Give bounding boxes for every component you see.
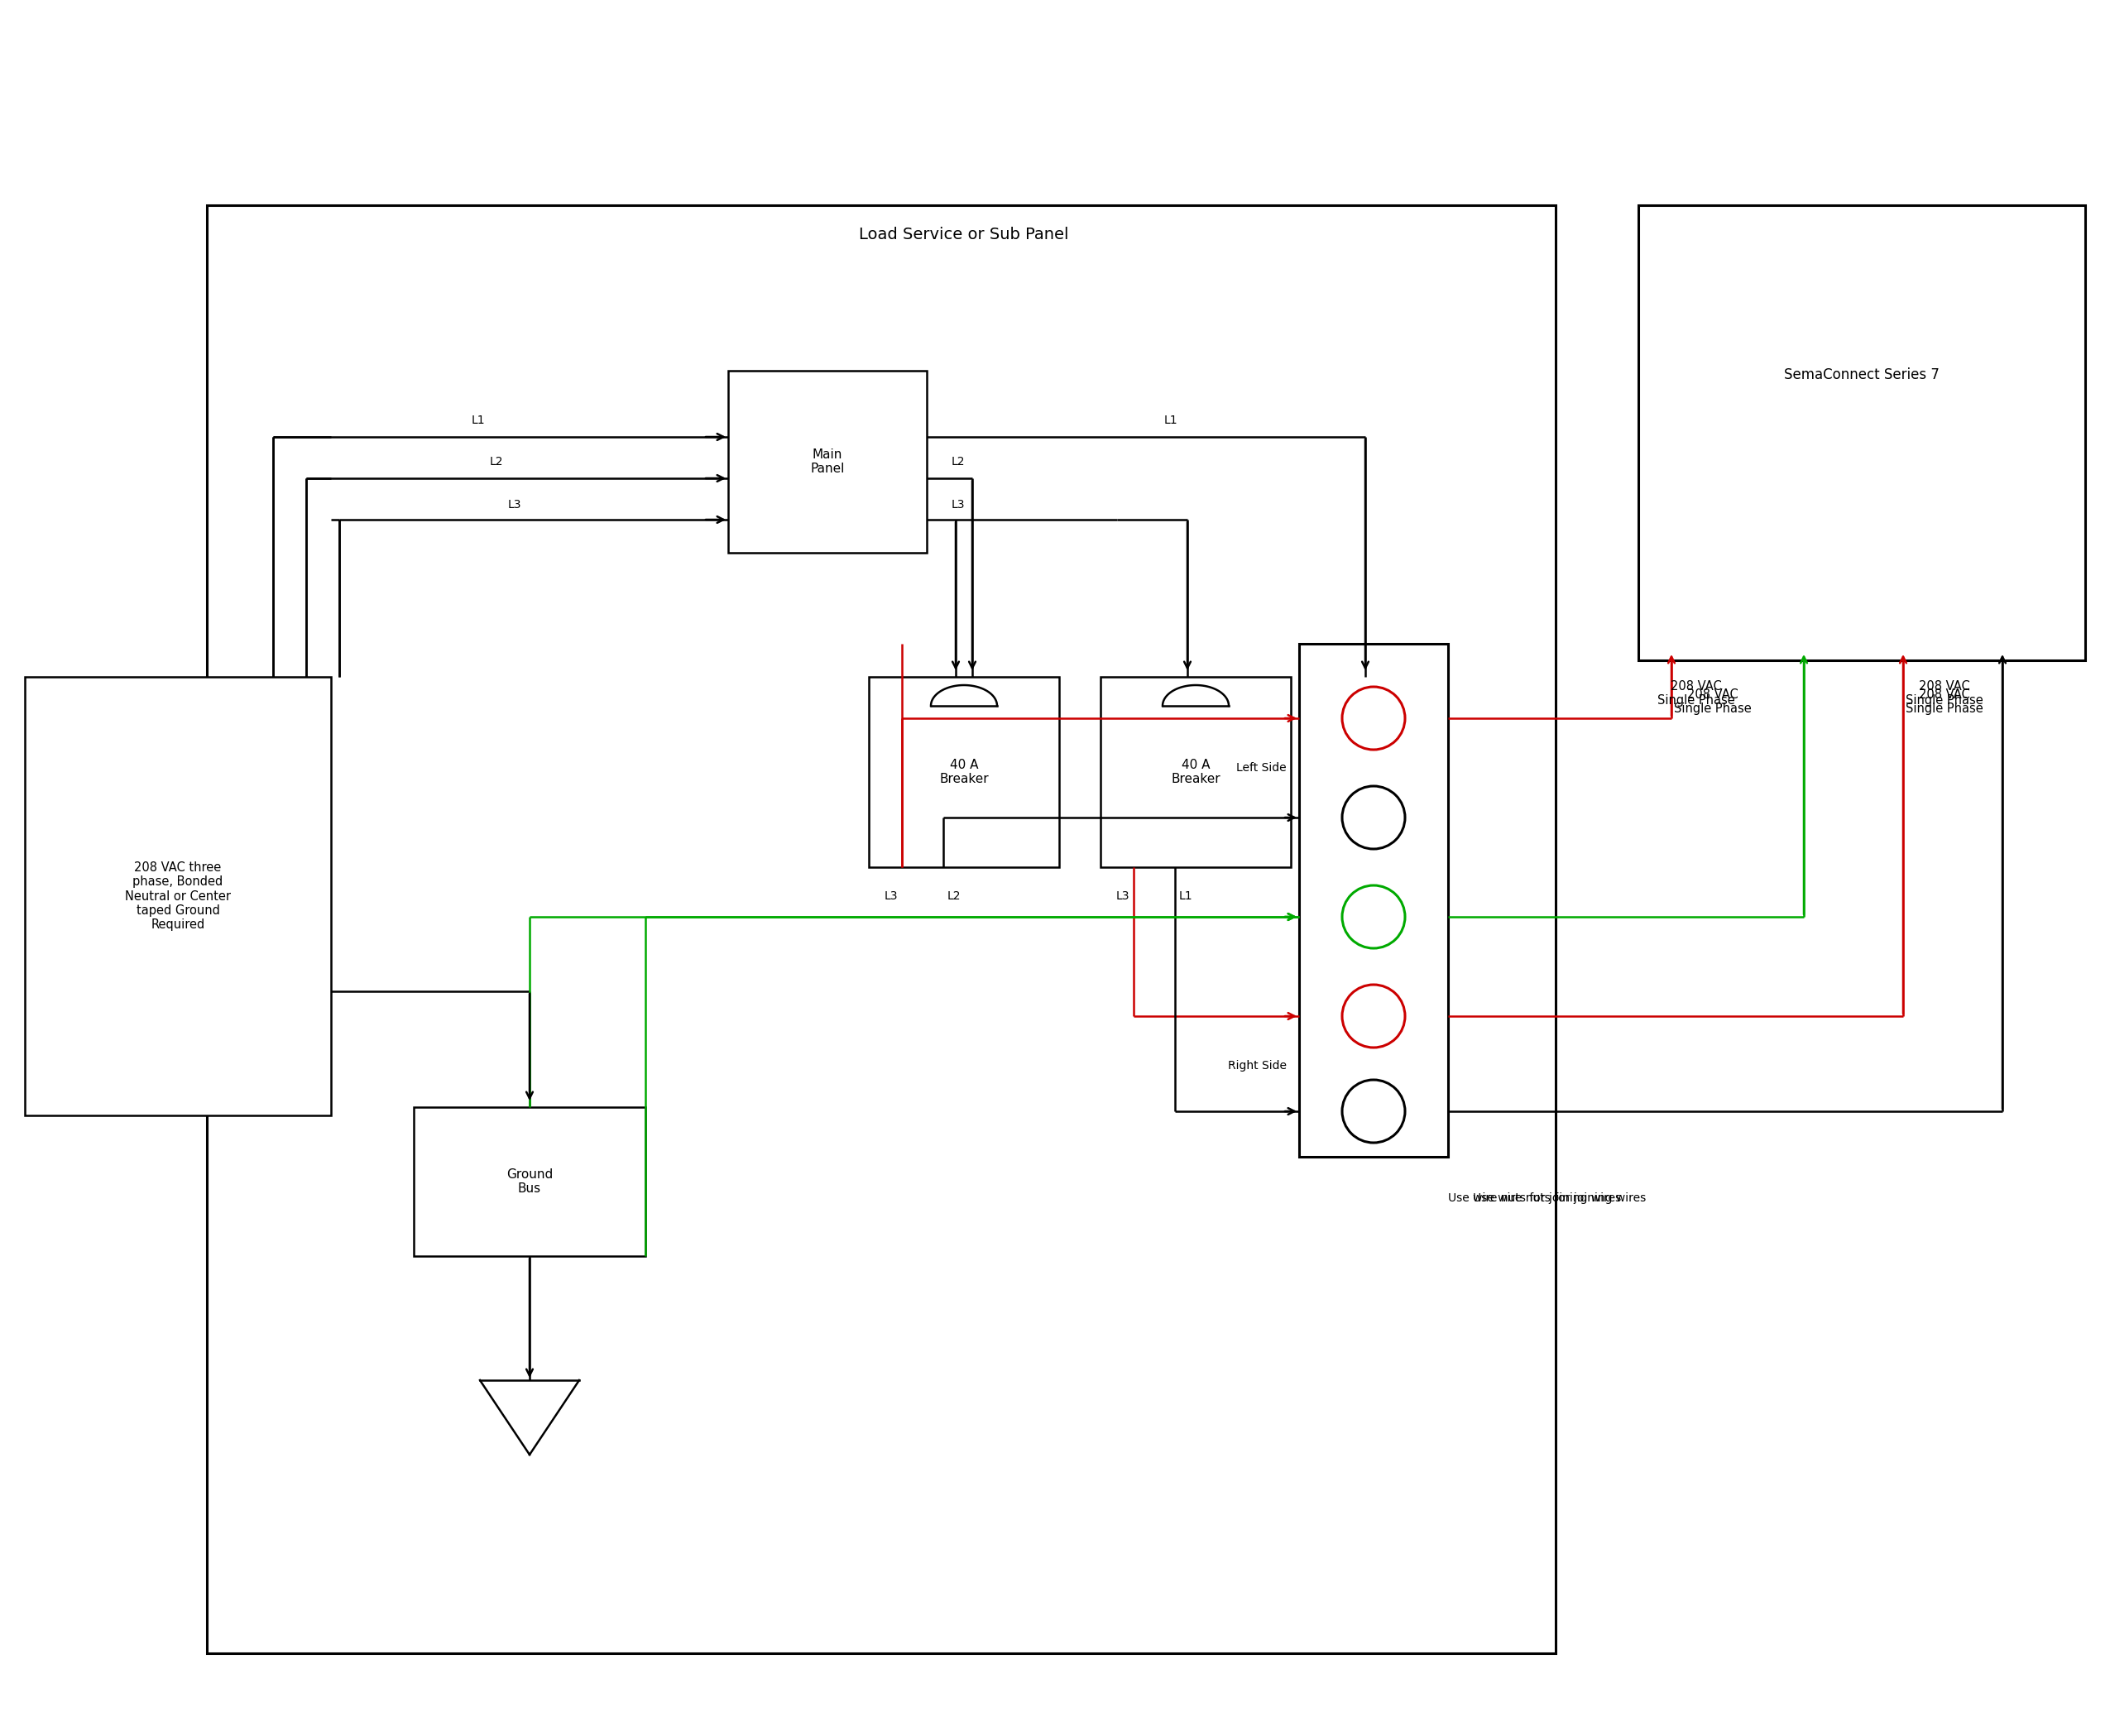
Bar <box>414 1108 646 1257</box>
Text: L2: L2 <box>947 891 960 903</box>
Bar <box>1300 644 1447 1156</box>
Circle shape <box>1342 885 1405 948</box>
Text: 208 VAC
Single Phase: 208 VAC Single Phase <box>1905 681 1983 707</box>
Text: Right Side: Right Side <box>1228 1061 1287 1071</box>
Text: Use wire nuts for joining wires: Use wire nuts for joining wires <box>1473 1193 1646 1205</box>
Bar <box>869 677 1059 868</box>
Text: Ground
Bus: Ground Bus <box>506 1168 553 1194</box>
Text: L3: L3 <box>1116 891 1129 903</box>
Circle shape <box>1342 984 1405 1047</box>
Text: L2: L2 <box>490 457 502 467</box>
Text: 40 A
Breaker: 40 A Breaker <box>1171 759 1220 785</box>
Bar <box>207 205 1555 1653</box>
Text: L1: L1 <box>1179 891 1192 903</box>
Text: SemaConnect Series 7: SemaConnect Series 7 <box>1785 368 1939 382</box>
Text: L3: L3 <box>506 498 521 510</box>
Bar <box>25 677 331 1116</box>
Bar <box>1637 205 2085 660</box>
Text: 40 A
Breaker: 40 A Breaker <box>939 759 990 785</box>
Circle shape <box>1342 687 1405 750</box>
Bar <box>728 372 926 552</box>
Text: 208 VAC three
phase, Bonded
Neutral or Center
taped Ground
Required: 208 VAC three phase, Bonded Neutral or C… <box>124 861 230 930</box>
Text: 208 VAC
Single Phase: 208 VAC Single Phase <box>1658 681 1734 707</box>
Circle shape <box>1342 786 1405 849</box>
Text: L3: L3 <box>952 498 964 510</box>
Circle shape <box>1342 1080 1405 1142</box>
Text: L2: L2 <box>952 457 964 467</box>
Text: Use wire nuts for joining wires: Use wire nuts for joining wires <box>1447 1193 1620 1205</box>
Text: L1: L1 <box>1165 415 1177 425</box>
Text: L1: L1 <box>471 415 485 425</box>
Text: Main
Panel: Main Panel <box>810 448 844 476</box>
Text: 208 VAC
Single Phase: 208 VAC Single Phase <box>1905 687 1983 715</box>
Text: L3: L3 <box>884 891 897 903</box>
Text: Left Side: Left Side <box>1236 762 1287 774</box>
Bar <box>1101 677 1291 868</box>
Text: 208 VAC
Single Phase: 208 VAC Single Phase <box>1673 687 1751 715</box>
Text: Load Service or Sub Panel: Load Service or Sub Panel <box>859 226 1070 241</box>
